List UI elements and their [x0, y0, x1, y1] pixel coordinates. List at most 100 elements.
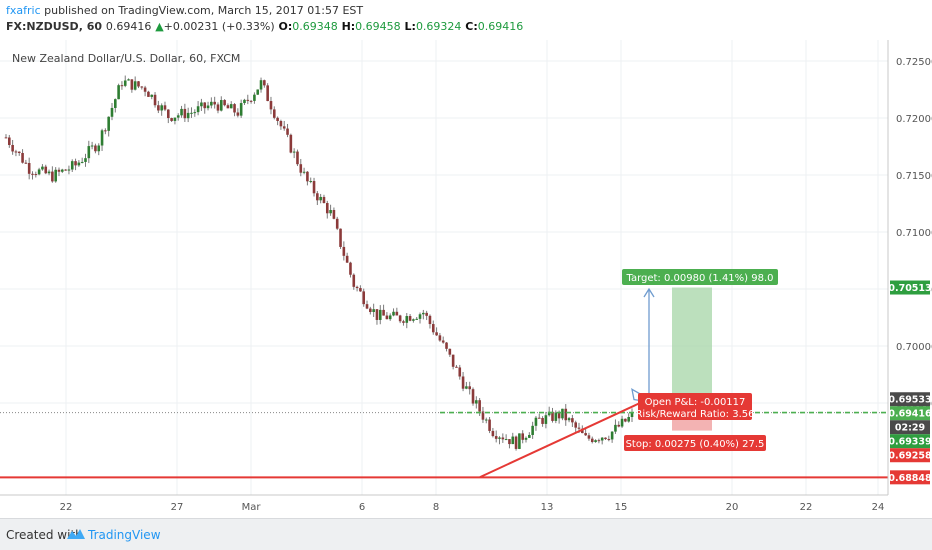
candle-body [170, 118, 173, 121]
candle-body [581, 428, 584, 434]
candle-body [594, 440, 597, 443]
candle-body [263, 80, 266, 86]
candle-body [501, 437, 505, 440]
candle-body [412, 319, 415, 321]
candle-body [282, 126, 286, 129]
candle-body [130, 79, 134, 90]
candle-body [64, 169, 67, 171]
candle-body [441, 340, 445, 343]
candle-body [127, 79, 130, 81]
candle-body [435, 332, 438, 336]
candle-body [498, 437, 501, 439]
candle-body [253, 94, 256, 101]
candle-body [375, 309, 379, 320]
candle-body [309, 181, 313, 183]
candle-body [547, 411, 551, 416]
x-tick-label: 22 [800, 502, 813, 513]
candle-body [302, 171, 306, 173]
candle-body [597, 440, 601, 442]
candle-body [478, 400, 481, 412]
candle-body [481, 411, 485, 420]
candle-body [243, 99, 246, 104]
candle-body [438, 335, 442, 341]
candle-body [551, 411, 554, 421]
candle-body [554, 412, 558, 421]
candle-body [11, 144, 14, 152]
candle-body [87, 146, 91, 159]
symbol-info: FX:NZDUSD, 60 0.69416 ▲+0.00231 (+0.33%)… [6, 20, 523, 33]
tradingview-link[interactable]: TradingView [88, 528, 161, 542]
candle-body [157, 105, 160, 111]
candle-body [408, 316, 412, 321]
candle-body [312, 181, 316, 194]
candle-body [564, 408, 568, 421]
candle-body [405, 316, 409, 323]
up-arrow-icon: ▲ [155, 20, 164, 33]
candle-body [173, 117, 177, 121]
candle-body [339, 228, 342, 247]
candle-body [8, 137, 11, 145]
candle-body [395, 311, 399, 316]
candle-body [541, 418, 544, 424]
author-link[interactable]: fxafric [6, 4, 41, 17]
candle-body [206, 105, 210, 109]
price-change: +0.00231 (+0.33%) [163, 20, 275, 33]
candle-body [269, 101, 273, 110]
candle-body [24, 162, 28, 164]
x-tick-label: 8 [433, 502, 439, 513]
candle-body [561, 408, 564, 419]
price-chart[interactable]: New Zealand Dollar/U.S. Dollar, 60, FXCM… [0, 40, 932, 518]
candle-body [17, 151, 21, 153]
position-zones [672, 287, 712, 431]
open-value: 0.69348 [292, 20, 338, 33]
candle-body [448, 348, 452, 355]
candle-body [362, 291, 366, 305]
price-label-bg [890, 420, 930, 435]
candle-body [355, 286, 359, 289]
arrow-head-icon [643, 287, 655, 298]
footer: Created with TradingView [0, 518, 932, 550]
candle-body [104, 130, 107, 132]
candle-body [196, 106, 200, 113]
candle-body [272, 109, 276, 118]
price-label-bg [890, 280, 930, 295]
candle-body [458, 367, 462, 377]
candle-body [402, 321, 405, 323]
target-badge-bg [622, 269, 778, 285]
candle-body [332, 210, 336, 219]
candle-body [359, 288, 362, 292]
candle-body [385, 315, 389, 320]
candle-body [176, 115, 180, 118]
candle-body [216, 104, 220, 111]
high-label: H: [341, 20, 356, 33]
candle-body [27, 163, 31, 174]
candle-body [219, 100, 223, 111]
candle-body [319, 196, 322, 201]
candle-body [620, 418, 624, 427]
price-label-text: 02:29 [895, 423, 925, 434]
candle-body [236, 112, 240, 116]
pnl-badge-text: Risk/Reward Ratio: 3.56 [635, 409, 754, 420]
price-label-text: 0.69533 [888, 395, 931, 406]
candle-body [475, 400, 478, 404]
price-label-bg [890, 392, 930, 407]
candle-body [246, 99, 250, 101]
candle-body [531, 425, 534, 435]
candle-body [190, 112, 193, 114]
candle-body [80, 161, 84, 163]
candle-body [70, 161, 74, 170]
candle-body [584, 433, 587, 436]
candle-body [140, 86, 144, 88]
candle-body [14, 151, 18, 153]
candle-body [210, 101, 213, 106]
time-axis[interactable]: 22 27 Mar 6 8 13 15 20 22 24 [60, 502, 885, 513]
candle-body [94, 145, 97, 152]
chart-title: New Zealand Dollar/U.S. Dollar, 60, FXCM [12, 52, 240, 65]
symbol-label[interactable]: FX:NZDUSD, 60 [6, 20, 103, 33]
candle-body [349, 262, 352, 275]
candle-body [259, 80, 263, 90]
candle-body [534, 417, 538, 426]
candle-body [97, 145, 101, 152]
candle-body [200, 102, 203, 107]
candle-body [511, 436, 515, 445]
